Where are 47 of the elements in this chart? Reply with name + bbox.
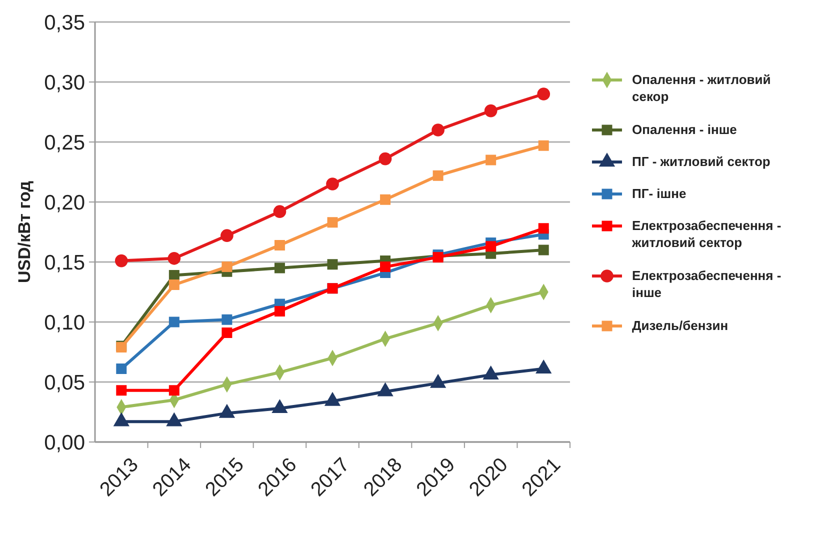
- point: [484, 104, 498, 118]
- y-tick-label: 0,20: [44, 191, 85, 214]
- point: [116, 385, 127, 396]
- point: [538, 223, 549, 234]
- point: [116, 364, 127, 374]
- legend-label: ПГ - житловий сектор: [632, 154, 770, 169]
- point: [222, 328, 232, 338]
- point: [222, 314, 232, 325]
- legend-label: Дизель/бензин: [632, 318, 728, 333]
- point: [538, 140, 549, 151]
- point: [222, 262, 232, 272]
- y-tick-label: 0,35: [44, 11, 85, 34]
- point: [168, 316, 180, 328]
- legend-label: ПГ- ішне: [632, 186, 686, 201]
- y-tick-label: 0,15: [44, 251, 85, 274]
- point: [168, 280, 180, 290]
- point: [274, 262, 285, 274]
- legend-label: Опалення - інше: [632, 122, 737, 137]
- y-tick-label: 0,00: [44, 431, 85, 454]
- point: [326, 178, 339, 190]
- y-tick-label: 0,05: [44, 371, 85, 394]
- point: [168, 252, 181, 265]
- point: [486, 154, 496, 166]
- legend-label: Електрозабеспечення - інше: [632, 268, 782, 300]
- y-axis-title: USD/кВт год: [15, 180, 34, 284]
- legend-label: Опалення - житловий секор: [632, 72, 771, 104]
- y-tick-label: 0,10: [44, 311, 85, 334]
- legend-label: Електрозабеспечення - житловий сектор: [631, 218, 782, 250]
- point: [432, 170, 444, 181]
- point: [168, 270, 180, 280]
- point: [378, 152, 392, 166]
- point: [274, 240, 285, 250]
- point: [327, 259, 338, 270]
- point: [273, 205, 286, 218]
- point: [327, 217, 338, 228]
- point: [114, 254, 128, 268]
- point: [538, 244, 549, 256]
- point: [486, 241, 496, 252]
- point: [537, 88, 550, 100]
- point: [380, 262, 391, 272]
- point: [220, 229, 234, 242]
- point: [168, 385, 180, 396]
- point: [274, 306, 285, 316]
- point: [380, 194, 391, 205]
- point: [432, 124, 444, 136]
- y-tick-label: 0,25: [44, 131, 85, 154]
- y-tick-label: 0,30: [44, 71, 85, 94]
